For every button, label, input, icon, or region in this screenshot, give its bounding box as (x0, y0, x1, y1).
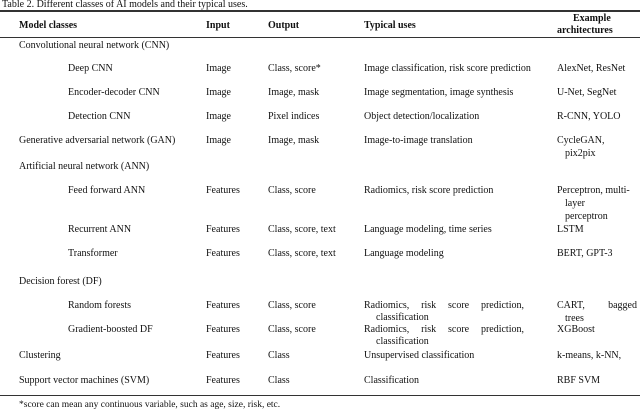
input-cell: Image (206, 111, 231, 122)
header-output: Output (268, 20, 300, 31)
example-architectures-cell: U-Net, SegNet (557, 87, 617, 98)
example-architectures-cell: LSTM (557, 224, 584, 235)
input-cell: Image (206, 135, 231, 146)
input-cell: Features (206, 185, 240, 196)
model-class-cell: Feed forward ANN (68, 185, 146, 196)
table-footnote: *score can mean any continuous variable,… (19, 400, 281, 410)
typical-uses-cell: Unsupervised classification (364, 350, 475, 361)
header-input: Input (206, 20, 230, 31)
model-class-cell: Gradient-boosted DF (68, 324, 153, 335)
input-cell: Features (206, 375, 240, 386)
input-cell: Features (206, 300, 240, 311)
header-rule (0, 37, 640, 38)
output-cell: Class, score, text (268, 224, 336, 235)
example-architectures-cell: CycleGAN, (557, 135, 605, 146)
model-class-cell: Artificial neural network (ANN) (19, 161, 150, 172)
output-cell: Image, mask (268, 135, 320, 146)
typical-uses-cell: Radiomics, risk score prediction (364, 185, 494, 196)
typical-uses-cell: classification (376, 312, 429, 323)
table-caption: Table 2. Different classes of AI models … (2, 0, 248, 10)
output-cell: Class, score (268, 185, 316, 196)
output-cell: Class, score* (268, 63, 321, 74)
typical-uses-cell: Classification (364, 375, 419, 386)
header-example-architectures-1: Example (573, 13, 611, 24)
example-architectures-cell: CART, bagged (557, 300, 637, 311)
header-typical-uses: Typical uses (364, 20, 416, 31)
example-architectures-cell: XGBoost (557, 324, 595, 335)
example-architectures-cell: AlexNet, ResNet (557, 63, 626, 74)
model-class-cell: Decision forest (DF) (19, 276, 102, 287)
model-class-cell: Support vector machines (SVM) (19, 375, 150, 386)
example-architectures-cell: R-CNN, YOLO (557, 111, 621, 122)
output-cell: Class, score, text (268, 248, 336, 259)
example-architectures-cell: BERT, GPT-3 (557, 248, 613, 259)
example-architectures-cell: layer (565, 198, 585, 209)
model-class-cell: Random forests (68, 300, 132, 311)
example-architectures-cell: pix2pix (565, 148, 596, 159)
input-cell: Image (206, 87, 231, 98)
output-cell: Class, score (268, 324, 316, 335)
output-cell: Class, score (268, 300, 316, 311)
model-class-cell: Transformer (68, 248, 118, 259)
example-architectures-cell: trees (565, 313, 584, 324)
example-architectures-cell: Perceptron, multi- (557, 185, 630, 196)
output-cell: Image, mask (268, 87, 320, 98)
typical-uses-cell: Object detection/localization (364, 111, 480, 122)
input-cell: Features (206, 248, 240, 259)
header-model-classes: Model classes (19, 20, 78, 31)
model-class-cell: Detection CNN (68, 111, 131, 122)
example-architectures-cell: k-means, k-NN, (557, 350, 622, 361)
typical-uses-cell: Image segmentation, image synthesis (364, 87, 514, 98)
example-architectures-cell: RBF SVM (557, 375, 601, 386)
model-class-cell: Deep CNN (68, 63, 113, 74)
bottom-rule (0, 395, 640, 396)
model-class-cell: Generative adversarial network (GAN) (19, 135, 176, 146)
typical-uses-cell: Image classification, risk score predict… (364, 63, 531, 74)
input-cell: Features (206, 324, 240, 335)
input-cell: Image (206, 63, 231, 74)
typical-uses-cell: classification (376, 336, 429, 347)
output-cell: Class (268, 350, 290, 361)
typical-uses-cell: Language modeling, time series (364, 224, 492, 235)
typical-uses-cell: Image-to-image translation (364, 135, 473, 146)
input-cell: Features (206, 224, 240, 235)
model-class-cell: Clustering (19, 350, 61, 361)
typical-uses-cell: Radiomics, risk score prediction, (364, 324, 524, 335)
header-example-architectures-2: architectures (557, 25, 613, 36)
output-cell: Class (268, 375, 290, 386)
model-class-cell: Recurrent ANN (68, 224, 132, 235)
typical-uses-cell: Radiomics, risk score prediction, (364, 300, 524, 311)
model-class-cell: Encoder-decoder CNN (68, 87, 160, 98)
model-class-cell: Convolutional neural network (CNN) (19, 40, 170, 51)
typical-uses-cell: Language modeling (364, 248, 444, 259)
top-rule (0, 10, 640, 12)
output-cell: Pixel indices (268, 111, 320, 122)
example-architectures-cell: perceptron (565, 211, 608, 222)
input-cell: Features (206, 350, 240, 361)
